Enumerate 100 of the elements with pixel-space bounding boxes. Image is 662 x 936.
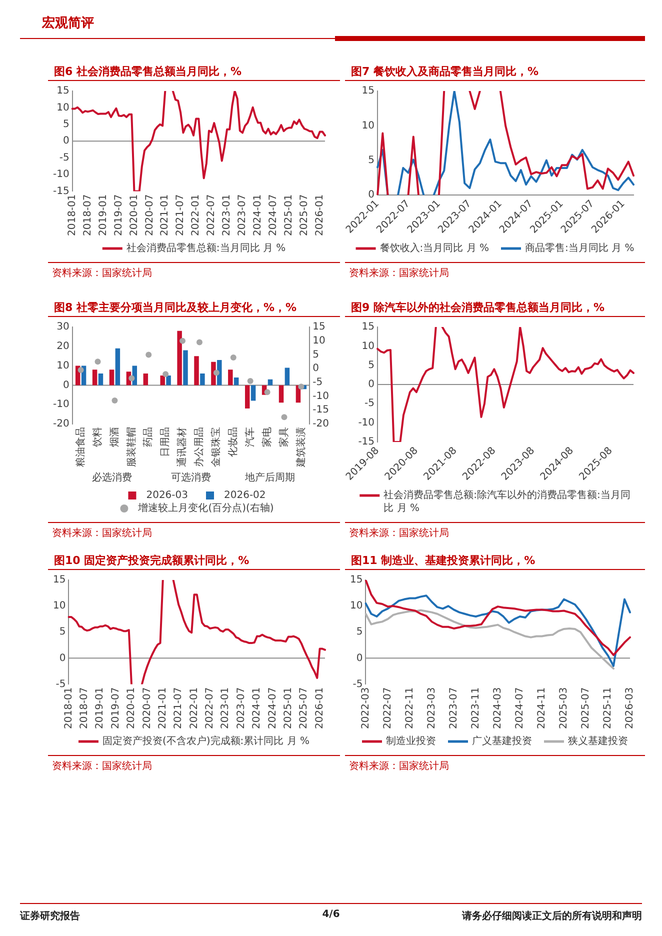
legend-label: 商品零售:当月同比 月 % (525, 242, 634, 254)
text: 必选消费 (92, 472, 132, 484)
y-tick-label: 20 (56, 340, 70, 352)
x-tick-label: 2026-01 (314, 194, 326, 236)
x-tick-label: 2025-07 (298, 194, 310, 236)
x-tick-label: 2018-01 (63, 687, 74, 730)
x-tick-label: 2022-03 (360, 687, 372, 730)
y-tick-label: -5 (59, 152, 70, 164)
x-tick-label: 办公用品 (193, 427, 206, 467)
chart-title: 图9 除汽车以外的社会消费品零售总额当月同比，% (350, 300, 606, 315)
y-tick-label: 15 (362, 322, 375, 333)
x-tick-label: 汽车 (244, 427, 256, 447)
y2-tick-label: -5 (312, 377, 323, 388)
x-tick-label: 2023-03 (426, 687, 438, 730)
text: 宏观简评 (42, 14, 94, 32)
x-tick-label: 2021-07 (175, 194, 186, 236)
x-tick-label: 饮料 (91, 427, 104, 448)
x-tick-label: 2021-01 (157, 687, 168, 730)
y2-tick-label: 10 (312, 335, 326, 346)
x-tick-label: 2019-01 (94, 687, 106, 730)
text: 4/6 (321, 909, 341, 920)
y-tick-label: 30 (56, 322, 70, 333)
y2-tick-label: -10 (312, 390, 330, 402)
y-tick-label: 5 (59, 626, 66, 638)
y2-tick-label: 0 (312, 363, 320, 374)
y-tick-label: 0 (59, 652, 66, 664)
x-tick-label: 建筑装潢 (294, 427, 307, 468)
x-tick-label: 2022-11 (404, 687, 416, 730)
y-tick-label: 10 (362, 120, 375, 132)
text: 请务必仔细阅读正文后的所有说明和声明 (462, 910, 642, 923)
text: 资料来源：国家统计局 (51, 526, 153, 540)
x-tick-label: 2023-01 (222, 194, 233, 236)
x-tick-label: 药品 (142, 427, 154, 447)
legend-label: 2026-03 (146, 490, 188, 502)
y-tick-label: -5 (352, 678, 363, 690)
chart-title: 图7 餐饮收入及商品零售当月同比，% (350, 64, 540, 79)
chart-title: 图8 社零主要分项当月同比及较上月变化，%，% (53, 300, 298, 315)
legend-label: 狭义基建投资 (568, 735, 628, 748)
x-tick-label: 2018-07 (82, 194, 94, 236)
x-tick-label: 粮油食品 (74, 427, 86, 467)
y-tick-label: 5 (62, 119, 70, 130)
x-tick-label: 2025-11 (602, 687, 614, 730)
y-tick-label: 5 (368, 154, 375, 166)
chart-title: 图11 制造业、基建投资累计同比，% (350, 553, 536, 568)
x-tick-label: 2024-11 (536, 687, 548, 730)
text: 资料来源：国家统计局 (51, 760, 153, 773)
x-tick-label: 烟酒 (108, 427, 120, 447)
y-tick-label: 15 (362, 86, 375, 97)
y-tick-label: -5 (56, 678, 66, 690)
text: 资料来源：国家统计局 (348, 526, 450, 540)
x-tick-label: 2020-07 (144, 194, 156, 236)
x-tick-label: 2025-01 (284, 194, 294, 236)
legend-label: 社会消费品零售总额:除汽车以外的消费品零售额:当月同比 月 % (384, 489, 630, 514)
x-tick-label: 家具 (278, 427, 290, 447)
text: 资料来源：国家统计局 (51, 266, 153, 280)
legend-label: 增速较上月变化(百分点)(右轴) (137, 502, 274, 514)
x-tick-label: 2022-07 (382, 687, 394, 730)
x-tick-label: 2022-01 (190, 194, 202, 236)
x-tick-label: 2024-01 (252, 194, 264, 236)
text: 资料来源：国家统计局 (348, 760, 450, 773)
x-tick-label: 家电 (260, 427, 273, 447)
y2-tick-label: 15 (312, 322, 326, 333)
y-tick-label: 15 (56, 86, 70, 97)
x-tick-label: 2024-07 (268, 194, 280, 236)
y-tick-label: 10 (56, 360, 70, 372)
legend-label: 社会消费品零售总额:当月同比 月 % (126, 242, 286, 254)
x-tick-label: 化妆品 (226, 427, 239, 457)
x-tick-label: 2022-07 (204, 687, 216, 730)
x-tick-label: 2025-07 (298, 687, 310, 730)
x-tick-label: 2023-07 (448, 687, 460, 730)
y-tick-label: 0 (356, 652, 363, 664)
legend-label: 广义基建投资 (472, 735, 532, 748)
x-tick-label: 2018-07 (79, 687, 90, 730)
x-tick-label: 日用品 (160, 427, 172, 457)
x-tick-label: 2022-01 (188, 687, 200, 730)
x-tick-label: 通讯器材 (176, 427, 188, 467)
y-tick-label: 0 (62, 136, 70, 147)
y-tick-label: 10 (52, 600, 66, 612)
y-tick-label: 0 (368, 379, 375, 390)
x-tick-label: 2025-01 (282, 687, 294, 730)
x-tick-label: 2018-01 (66, 194, 78, 236)
text: 资料来源：国家统计局 (348, 266, 450, 280)
x-tick-label: 2024-07 (514, 687, 526, 730)
x-tick-label: 2023-07 (236, 687, 247, 730)
x-tick-label: 2020-01 (126, 687, 138, 730)
text: 可选消费 (171, 472, 211, 484)
x-tick-label: 2023-07 (237, 194, 248, 236)
y-tick-label: -20 (52, 418, 70, 430)
y-tick-label: 10 (56, 102, 70, 114)
x-tick-label: 2021-07 (173, 687, 184, 730)
y-tick-label: -10 (358, 417, 375, 428)
text: 地产后周期 (244, 472, 296, 484)
x-tick-label: 2026-03 (624, 687, 636, 730)
text: 证券研究报告 (20, 910, 80, 923)
y-tick-label: 5 (368, 360, 375, 371)
x-tick-label: 2020-07 (142, 687, 153, 730)
x-tick-label: 2023-11 (470, 687, 482, 730)
x-tick-label: 2023-01 (220, 687, 232, 730)
legend-label: 固定资产投资(不含农户)完成额:累计同比 月 % (102, 735, 310, 748)
y-tick-label: -10 (52, 169, 70, 180)
